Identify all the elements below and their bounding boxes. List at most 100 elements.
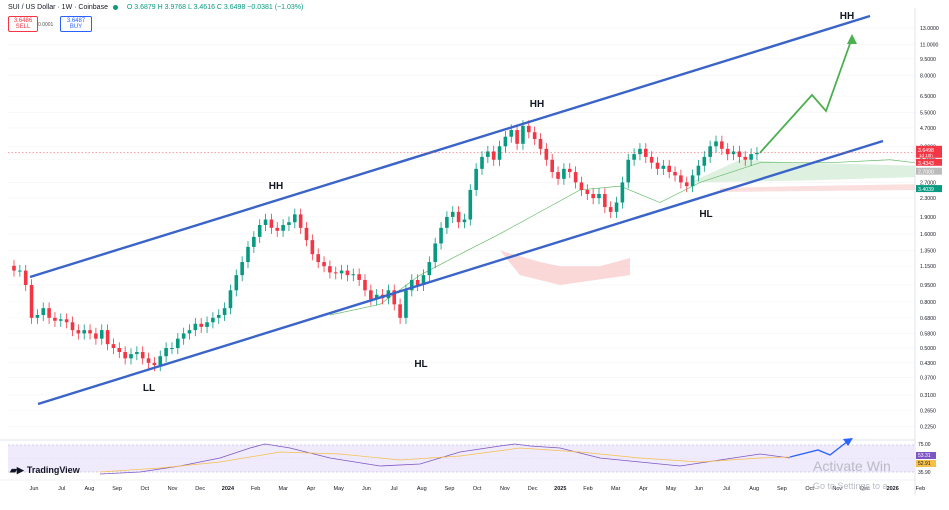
candle[interactable]: [567, 163, 572, 179]
candle[interactable]: [117, 342, 122, 359]
candle[interactable]: [544, 143, 549, 166]
candle[interactable]: [462, 213, 467, 229]
candle[interactable]: [679, 169, 683, 189]
candle[interactable]: [269, 213, 274, 234]
candle[interactable]: [187, 324, 192, 340]
candle[interactable]: [515, 124, 519, 150]
candle[interactable]: [351, 268, 356, 282]
candle[interactable]: [316, 248, 320, 269]
candle[interactable]: [749, 148, 753, 166]
candle[interactable]: [491, 145, 496, 166]
candle[interactable]: [99, 324, 104, 345]
candle[interactable]: [70, 316, 75, 337]
candle[interactable]: [433, 237, 437, 269]
candle[interactable]: [696, 159, 701, 182]
candle[interactable]: [18, 264, 22, 277]
candle[interactable]: [216, 309, 221, 324]
channel-lower-line[interactable]: [37, 139, 884, 406]
candle[interactable]: [737, 145, 742, 163]
candle[interactable]: [626, 154, 631, 189]
candle[interactable]: [456, 206, 461, 229]
candle[interactable]: [521, 120, 525, 150]
candle[interactable]: [708, 140, 712, 163]
candle[interactable]: [322, 256, 326, 273]
candle[interactable]: [111, 338, 116, 355]
candle[interactable]: [263, 213, 268, 232]
tradingview-logo[interactable]: ▰▶ TradingView: [10, 465, 80, 476]
candle[interactable]: [649, 151, 654, 169]
candle[interactable]: [339, 264, 344, 280]
candle[interactable]: [59, 313, 63, 327]
candle[interactable]: [503, 130, 508, 153]
candle[interactable]: [23, 264, 28, 292]
candle[interactable]: [205, 316, 209, 333]
candle[interactable]: [129, 348, 133, 365]
candle[interactable]: [410, 274, 414, 297]
candle[interactable]: [64, 313, 69, 329]
candle[interactable]: [614, 196, 619, 218]
candle[interactable]: [228, 284, 233, 315]
candle[interactable]: [450, 206, 455, 223]
candle[interactable]: [363, 274, 367, 297]
candle[interactable]: [252, 231, 256, 253]
candle[interactable]: [88, 324, 92, 340]
candle[interactable]: [632, 148, 636, 166]
candle[interactable]: [684, 176, 689, 193]
candle[interactable]: [486, 145, 490, 163]
candle[interactable]: [620, 176, 625, 209]
candle[interactable]: [655, 156, 660, 175]
candle[interactable]: [105, 324, 110, 351]
candle[interactable]: [146, 352, 151, 369]
candle[interactable]: [310, 234, 315, 261]
candle[interactable]: [415, 274, 420, 292]
candle[interactable]: [333, 266, 338, 280]
candle[interactable]: [720, 135, 724, 155]
candle[interactable]: [298, 208, 303, 234]
candle[interactable]: [673, 166, 677, 182]
candle[interactable]: [53, 312, 57, 327]
candle[interactable]: [257, 219, 262, 243]
candle[interactable]: [445, 211, 449, 234]
channel-upper-line[interactable]: [29, 14, 871, 279]
candle[interactable]: [240, 256, 244, 282]
candle[interactable]: [12, 260, 16, 277]
candle[interactable]: [532, 126, 537, 146]
candle[interactable]: [591, 188, 595, 205]
candle[interactable]: [176, 332, 180, 355]
candle[interactable]: [421, 269, 426, 292]
symbol-title[interactable]: SUI / US Dollar · 1W · Coinbase: [8, 4, 108, 11]
candle[interactable]: [714, 135, 718, 153]
candle[interactable]: [246, 241, 250, 269]
candle[interactable]: [743, 151, 748, 166]
candle[interactable]: [222, 302, 227, 322]
candle[interactable]: [275, 222, 280, 237]
candle[interactable]: [41, 302, 46, 322]
candle[interactable]: [94, 327, 98, 345]
candle[interactable]: [82, 324, 86, 340]
sell-button[interactable]: 3.6486 SELL: [8, 16, 38, 32]
candle[interactable]: [480, 151, 484, 175]
candle[interactable]: [345, 264, 350, 282]
candle[interactable]: [29, 279, 34, 324]
candle[interactable]: [374, 289, 379, 306]
candle[interactable]: [725, 143, 730, 161]
candle[interactable]: [281, 219, 285, 237]
candle[interactable]: [76, 324, 81, 340]
candle[interactable]: [562, 163, 566, 185]
candle[interactable]: [328, 260, 332, 279]
candle[interactable]: [193, 318, 198, 337]
candle[interactable]: [550, 154, 554, 179]
candle[interactable]: [556, 166, 560, 185]
candle[interactable]: [140, 346, 145, 365]
candle[interactable]: [304, 222, 309, 247]
candle[interactable]: [287, 216, 291, 232]
candle[interactable]: [638, 143, 642, 161]
candle[interactable]: [702, 151, 707, 172]
buy-button[interactable]: 3.6487 BUY: [60, 16, 92, 32]
candle[interactable]: [293, 208, 297, 229]
candle[interactable]: [181, 327, 186, 345]
candle[interactable]: [585, 184, 590, 201]
candle[interactable]: [667, 159, 671, 179]
candle[interactable]: [468, 184, 473, 226]
candle[interactable]: [690, 169, 695, 193]
